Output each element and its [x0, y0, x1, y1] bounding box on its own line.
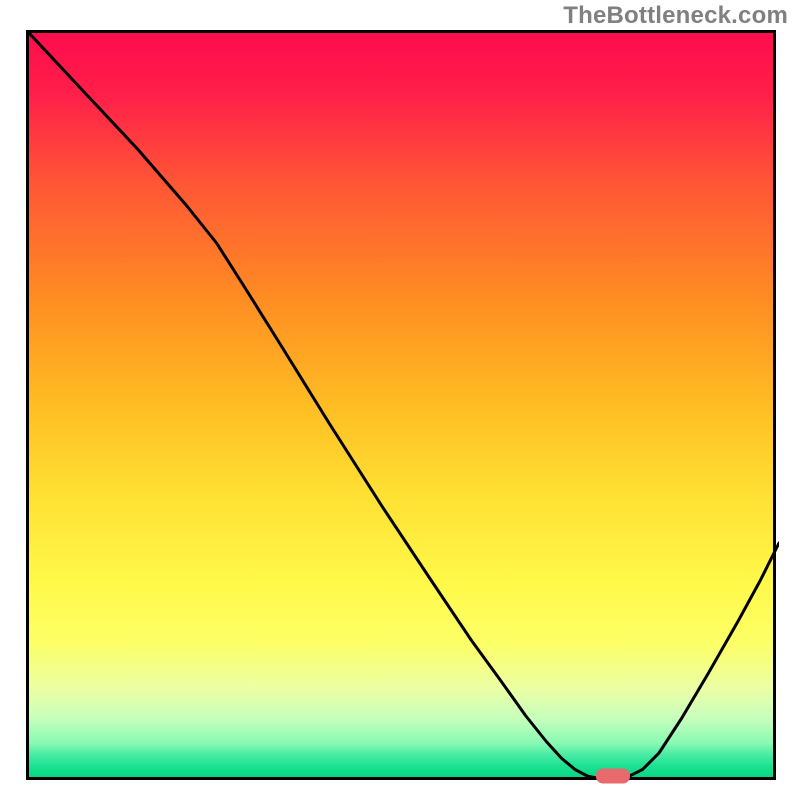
watermark-text: TheBottleneck.com — [563, 2, 788, 30]
plot-svg — [29, 33, 779, 783]
minimum-marker — [596, 768, 630, 783]
plot-area — [26, 30, 776, 780]
bottleneck-curve — [29, 33, 779, 779]
chart-container: TheBottleneck.com — [0, 0, 800, 800]
